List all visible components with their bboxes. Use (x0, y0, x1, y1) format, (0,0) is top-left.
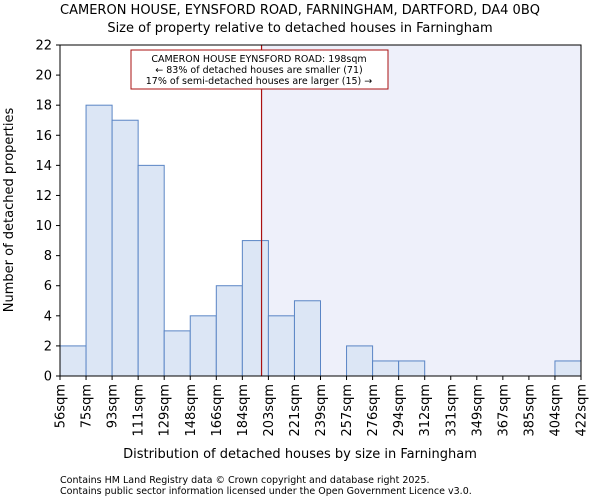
x-tick-label: 294sqm (392, 384, 407, 437)
y-tick-label: 2 (44, 339, 52, 354)
x-tick-label: 257sqm (340, 384, 355, 437)
chart-title: CAMERON HOUSE, EYNSFORD ROAD, FARNINGHAM… (60, 3, 540, 18)
bar-129sqm (163, 330, 191, 377)
bar-111sqm (137, 164, 165, 377)
annotation-line-3: 17% of semi-detached houses are larger (… (146, 76, 373, 87)
y-tick-label: 6 (44, 279, 52, 294)
y-ticks-group: 0 2 4 6 8 10 12 14 16 18 20 22 (35, 39, 60, 385)
x-tick-label: 184sqm (236, 384, 251, 437)
x-tick-label: 276sqm (366, 384, 381, 437)
bars-group (59, 104, 582, 377)
x-tick-label: 75sqm (80, 384, 95, 428)
x-ticks-group: 56sqm 75sqm 93sqm 111sqm 129sqm 148sqm 166sqm 1… (54, 376, 590, 437)
y-tick-label: 16 (35, 129, 52, 144)
y-tick-label: 20 (35, 69, 52, 84)
bar-75sqm (85, 104, 113, 377)
x-tick-label: 129sqm (158, 384, 173, 437)
x-tick-label: 148sqm (184, 384, 199, 437)
bar-184sqm (241, 240, 269, 377)
footer-line-2: Contains public sector information licen… (60, 486, 472, 497)
x-tick-label: 166sqm (210, 384, 225, 437)
bar-404sqm (554, 360, 582, 377)
annotation-line-2: ← 83% of detached houses are smaller (71… (155, 65, 362, 76)
x-tick-label: 349sqm (470, 384, 485, 437)
x-tick-label: 367sqm (496, 384, 511, 437)
y-axis-label: Number of detached properties (2, 108, 17, 313)
annotation-box (130, 49, 389, 90)
x-tick-label: 422sqm (575, 384, 590, 437)
x-axis-label: Distribution of detached houses by size … (123, 447, 477, 462)
bar-294sqm (398, 360, 426, 377)
x-tick-label: 331sqm (444, 384, 459, 437)
bar-93sqm (111, 119, 139, 377)
x-tick-label: 111sqm (132, 384, 147, 437)
bar-166sqm (215, 285, 243, 377)
bar-203sqm (267, 315, 295, 377)
x-tick-label: 385sqm (522, 384, 537, 437)
x-tick-label: 312sqm (418, 384, 433, 437)
annotation-line-1: CAMERON HOUSE EYNSFORD ROAD: 198sqm (151, 54, 366, 65)
y-tick-label: 4 (44, 309, 52, 324)
x-tick-label: 239sqm (314, 384, 329, 437)
x-tick-label: 56sqm (54, 384, 69, 428)
x-tick-label: 203sqm (262, 384, 277, 437)
y-tick-label: 0 (44, 370, 52, 385)
footer-line-1: Contains HM Land Registry data © Crown c… (60, 475, 430, 486)
chart-subtitle: Size of property relative to detached ho… (107, 21, 492, 36)
y-tick-label: 10 (35, 219, 52, 234)
x-tick-label: 404sqm (548, 384, 563, 437)
x-tick-label: 221sqm (288, 384, 303, 437)
bar-221sqm (293, 300, 322, 377)
bar-257sqm (346, 345, 374, 377)
bar-56sqm (59, 345, 87, 377)
x-tick-label: 93sqm (106, 384, 121, 428)
y-tick-label: 18 (35, 99, 52, 114)
y-tick-label: 8 (44, 249, 52, 264)
bar-276sqm (372, 360, 400, 377)
y-tick-label: 22 (35, 39, 52, 54)
y-tick-label: 14 (35, 159, 52, 174)
bar-148sqm (189, 315, 217, 377)
y-tick-label: 12 (35, 189, 52, 204)
